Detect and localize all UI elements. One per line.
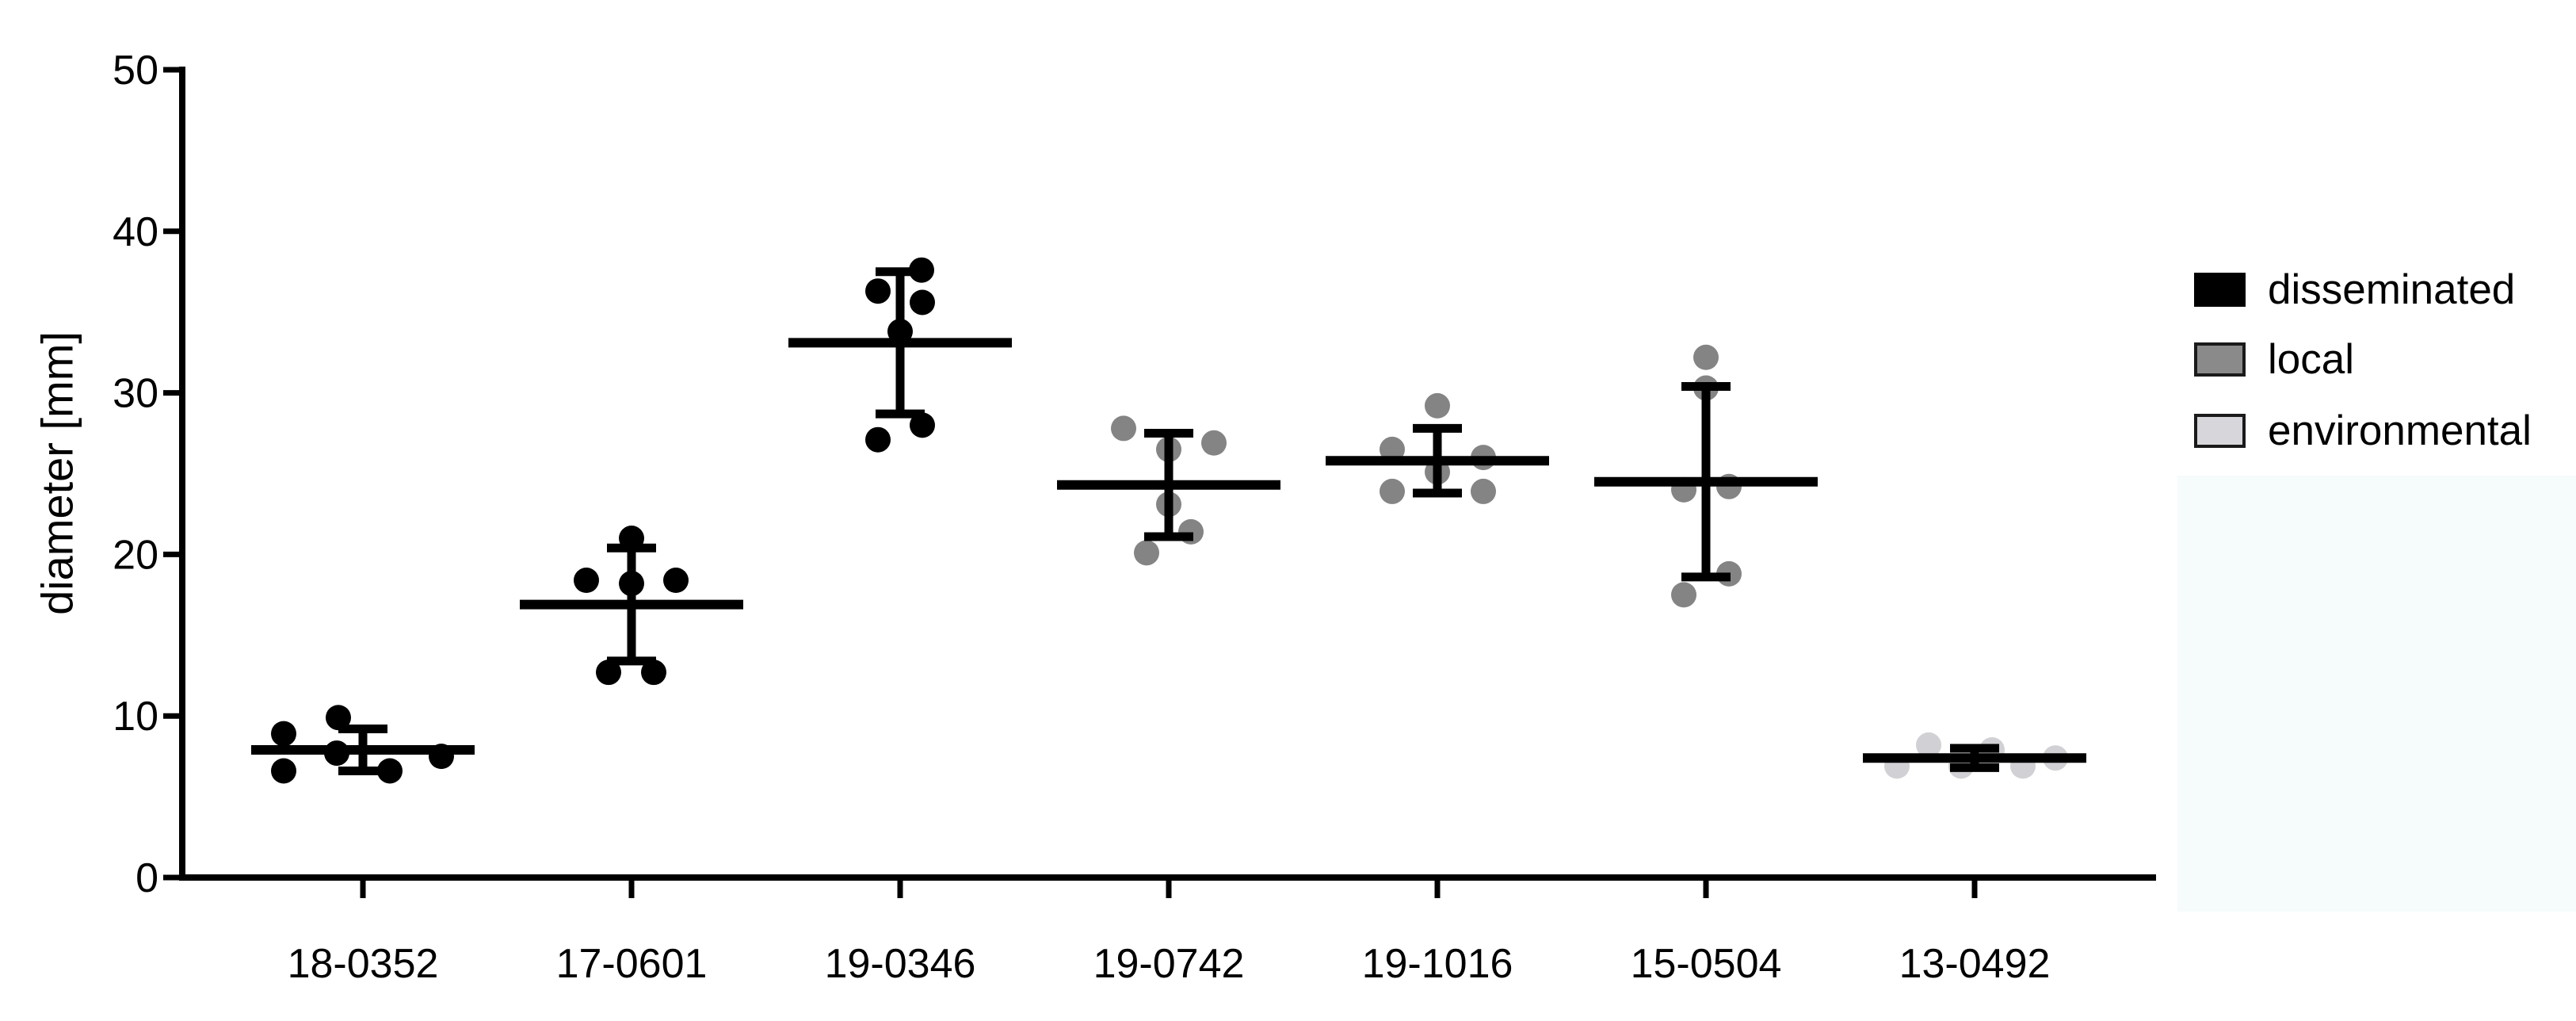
- data-point: [271, 758, 296, 784]
- data-point: [910, 289, 935, 315]
- y-tick-label: 30: [113, 371, 158, 417]
- x-tick-label: 19-0742: [1093, 941, 1245, 987]
- x-tick-label: 15-0504: [1631, 941, 1782, 987]
- x-tick-label: 19-0346: [825, 941, 976, 987]
- highlight-region: [2177, 476, 2576, 912]
- data-point: [596, 660, 621, 686]
- y-tick-label: 0: [135, 855, 158, 901]
- x-tick-label: 13-0492: [1899, 941, 2051, 987]
- data-point: [377, 758, 403, 784]
- data-point: [1134, 540, 1159, 566]
- data-point: [1380, 478, 1405, 504]
- x-tick-label: 18-0352: [288, 941, 439, 987]
- y-axis-title: diameter [mm]: [32, 331, 82, 615]
- data-point: [865, 278, 891, 304]
- data-point: [865, 426, 891, 453]
- data-point: [1671, 582, 1696, 608]
- x-tick-label: 17-0601: [556, 941, 708, 987]
- data-point: [1471, 478, 1496, 504]
- data-point: [910, 412, 935, 438]
- y-tick-label: 40: [113, 209, 158, 255]
- data-point: [574, 568, 599, 594]
- y-tick-label: 10: [113, 694, 158, 740]
- data-point: [1111, 415, 1136, 442]
- data-point: [1201, 430, 1227, 456]
- y-tick-label: 50: [113, 48, 158, 94]
- data-point: [663, 568, 689, 594]
- data-point: [641, 660, 666, 686]
- data-point: [1380, 436, 1405, 462]
- data-point: [1425, 392, 1450, 419]
- data-point: [1916, 732, 1941, 758]
- x-tick-label: 19-1016: [1362, 941, 1513, 987]
- y-tick-label: 20: [113, 532, 158, 578]
- data-point: [326, 705, 351, 731]
- data-point: [271, 721, 296, 747]
- data-point: [1693, 344, 1719, 370]
